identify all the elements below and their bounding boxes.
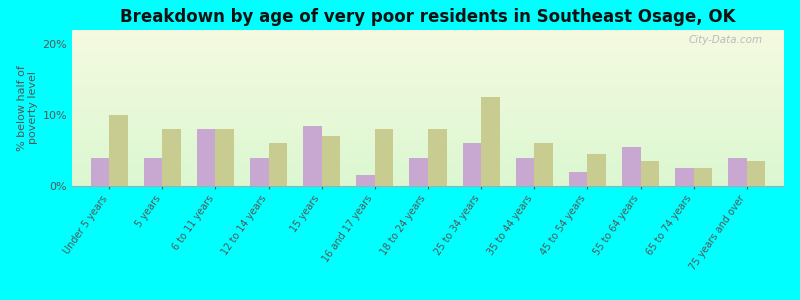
Bar [322,136,340,186]
Bar [144,158,162,186]
Bar [675,168,694,186]
Text: City-Data.com: City-Data.com [689,35,762,45]
Bar [109,115,128,186]
Bar [410,158,428,186]
Bar [303,126,322,186]
Bar [622,147,641,186]
Bar [747,161,766,186]
Bar [516,158,534,186]
Y-axis label: % below half of
poverty level: % below half of poverty level [17,65,38,151]
Bar [375,129,394,186]
Bar [641,161,659,186]
Bar [250,158,269,186]
Bar [428,129,446,186]
Title: Breakdown by age of very poor residents in Southeast Osage, OK: Breakdown by age of very poor residents … [120,8,736,26]
Bar [569,172,587,186]
Bar [356,176,375,186]
Bar [728,158,747,186]
Bar [90,158,109,186]
Bar [162,129,181,186]
Bar [462,143,481,186]
Bar [587,154,606,186]
Bar [197,129,215,186]
Bar [215,129,234,186]
Bar [694,168,712,186]
Bar [269,143,287,186]
Bar [534,143,553,186]
Bar [481,98,500,186]
